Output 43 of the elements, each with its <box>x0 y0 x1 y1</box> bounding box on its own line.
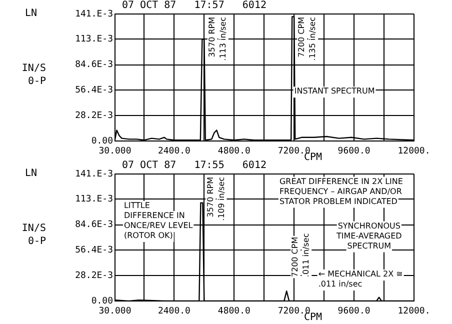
x-tick-label: 9600.0 <box>338 306 370 317</box>
x-tick-label: 12000. <box>398 146 430 157</box>
y-tick-label: 0.00 <box>91 136 113 146</box>
y-tick-label: 56.4E-3 <box>75 86 113 96</box>
annotation: .135 in/sec <box>308 16 318 61</box>
x-tick-label: 4800.0 <box>218 306 250 317</box>
text: LN <box>25 8 38 19</box>
y-tick-label: 84.6E-3 <box>75 60 113 70</box>
text: LN <box>25 168 38 179</box>
x-axis-title: CPM <box>304 152 322 163</box>
y-tick-label: 113.E-3 <box>75 34 113 45</box>
y-tick-label: 141.E-3 <box>75 169 113 180</box>
annotation: INSTANT SPECTRUM <box>294 86 375 96</box>
annotation: SYNCHRONOUS TIME-AVERAGED SPECTRUM <box>335 221 402 250</box>
x-tick-label: 2400.0 <box>158 146 190 157</box>
annotation: ← MECHANICAL 2X ≅ .011 in/sec <box>318 270 403 289</box>
chart-title: 07 OCT 87 17:55 6012 <box>122 160 266 171</box>
annotation: 7200 CPM <box>297 16 306 58</box>
y-tick-label: 56.4E-3 <box>75 246 113 256</box>
x-tick-label: 30.000 <box>98 306 132 317</box>
y-tick-label: 28.2E-3 <box>75 110 113 121</box>
annotation: .109 in/sec <box>216 176 226 221</box>
x-tick-label: 12000. <box>398 306 430 317</box>
y-axis-title: IN/S 0-P <box>20 62 46 88</box>
annotation: 3570 RPM <box>206 176 215 218</box>
x-tick-label: 2400.0 <box>158 306 190 317</box>
chart-title: 07 OCT 87 17:57 6012 <box>122 0 266 11</box>
x-tick-label: 30.000 <box>98 146 132 157</box>
y-tick-label: 113.E-3 <box>75 194 113 205</box>
annotation: 7200 CPM <box>290 236 300 278</box>
x-tick-label: 4800.0 <box>218 146 250 157</box>
y-tick-label: 141.E-3 <box>75 9 113 20</box>
y-tick-label: 84.6E-3 <box>75 220 113 230</box>
annotation: 3570 RPM <box>208 16 217 58</box>
x-tick-label: 9600.0 <box>338 146 370 157</box>
y-tick-label: 28.2E-3 <box>75 270 113 281</box>
annotation: GREAT DIFFERENCE IN 2X LINE FREQUENCY – AIRGAP AND/OR STATOR PROBLEM INDICATED <box>279 176 403 206</box>
annotation: LITTLE DIFFERENCE IN ONCE/REV LEVEL (ROTOR OK) <box>124 201 194 240</box>
y-axis-title: IN/S 0-P <box>20 222 46 248</box>
annotation: .011 in/sec <box>302 233 311 278</box>
annotation: .113 in/sec <box>218 16 228 61</box>
x-axis-title: CPM <box>304 312 322 323</box>
y-tick-label: 0.00 <box>91 296 113 306</box>
